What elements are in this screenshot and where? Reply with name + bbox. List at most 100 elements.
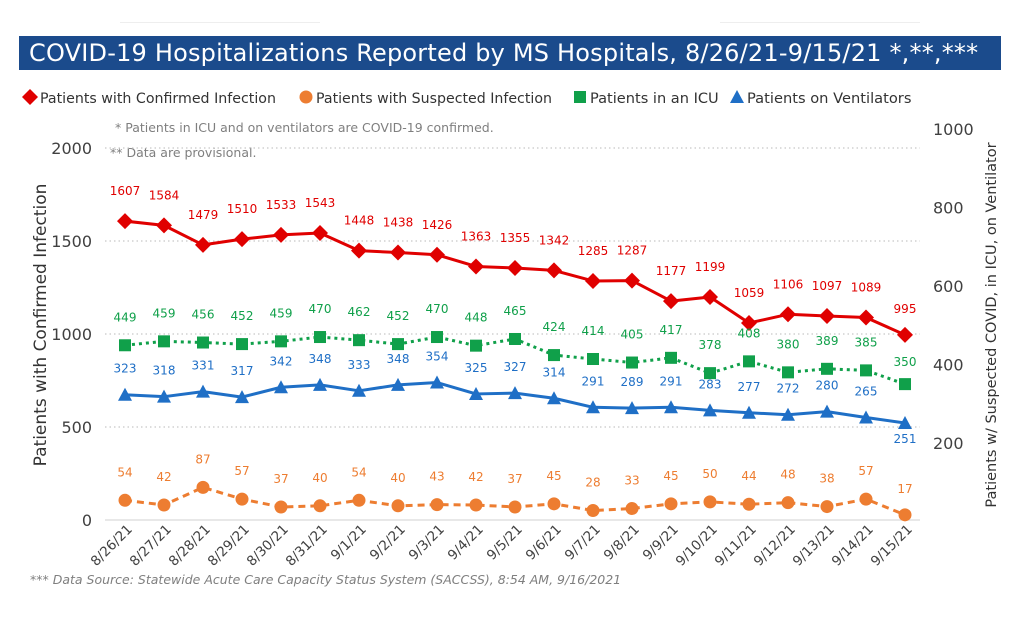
data-point bbox=[742, 497, 756, 511]
data-label: 1285 bbox=[578, 244, 609, 258]
data-point bbox=[859, 410, 873, 424]
x-tick-label: 9/1/21 bbox=[328, 522, 370, 564]
data-point bbox=[899, 378, 911, 391]
series-triangle bbox=[118, 375, 912, 429]
data-label: 452 bbox=[387, 309, 410, 323]
x-tick-label: 9/6/21 bbox=[523, 522, 565, 564]
series-square bbox=[119, 331, 911, 391]
data-point bbox=[587, 353, 599, 366]
data-point bbox=[469, 498, 483, 512]
data-label: 995 bbox=[894, 302, 917, 316]
x-tick-label: 9/11/21 bbox=[712, 522, 760, 570]
data-point bbox=[196, 384, 210, 398]
y-right-tick-label: 200 bbox=[933, 434, 964, 453]
data-label: 417 bbox=[660, 323, 683, 337]
data-label: 1510 bbox=[227, 202, 258, 216]
data-label: 459 bbox=[270, 306, 293, 320]
data-point bbox=[351, 242, 367, 259]
data-label: 37 bbox=[273, 472, 288, 486]
data-point bbox=[820, 404, 834, 418]
data-point bbox=[353, 334, 365, 347]
data-labels: 1607 1584 1479 1510 1533 1543 1448 1438 1426 1363… bbox=[110, 184, 917, 496]
data-label: 318 bbox=[153, 364, 176, 378]
x-tick-label: 8/26/21 bbox=[88, 522, 136, 570]
data-label: 17 bbox=[897, 482, 912, 496]
y-right-axis-title: Patients w/ Suspected COVID, in ICU, on … bbox=[984, 142, 1000, 507]
data-label: 1287 bbox=[617, 244, 648, 258]
data-label: 42 bbox=[468, 470, 483, 484]
data-point bbox=[741, 315, 757, 332]
x-tick-label: 9/5/21 bbox=[484, 522, 526, 564]
data-point bbox=[275, 335, 287, 348]
data-label: 333 bbox=[348, 358, 371, 372]
data-label: 449 bbox=[114, 310, 137, 324]
data-point bbox=[508, 386, 522, 400]
data-label: 44 bbox=[741, 469, 756, 483]
data-point bbox=[703, 403, 717, 417]
data-point bbox=[273, 226, 289, 243]
data-point bbox=[274, 380, 288, 394]
data-point bbox=[469, 386, 483, 400]
x-tick-label: 9/3/21 bbox=[406, 522, 448, 564]
data-point bbox=[742, 405, 756, 419]
legend-label: Patients in an ICU bbox=[590, 91, 719, 107]
data-point bbox=[431, 331, 443, 344]
data-point bbox=[546, 262, 562, 279]
legend-label: Patients on Ventilators bbox=[747, 91, 911, 107]
data-point bbox=[743, 355, 755, 368]
data-point bbox=[860, 364, 872, 377]
data-point bbox=[390, 244, 406, 261]
data-label: 280 bbox=[816, 379, 839, 393]
x-tick-label: 9/7/21 bbox=[562, 522, 604, 564]
data-point bbox=[391, 499, 405, 513]
data-point bbox=[574, 91, 586, 103]
top-rule-left bbox=[120, 22, 320, 23]
data-point bbox=[859, 492, 873, 506]
data-point bbox=[157, 389, 171, 403]
x-tick-label: 9/15/21 bbox=[868, 522, 916, 570]
data-label: 385 bbox=[855, 335, 878, 349]
x-tick-label: 9/12/21 bbox=[751, 522, 799, 570]
data-label: 1106 bbox=[773, 277, 804, 291]
data-point bbox=[625, 502, 639, 516]
x-tick-label: 8/29/21 bbox=[205, 522, 253, 570]
data-point bbox=[897, 326, 913, 343]
data-label: 470 bbox=[309, 302, 332, 316]
data-label: 43 bbox=[429, 470, 444, 484]
data-point bbox=[235, 390, 249, 404]
legend-item: Patients on Ventilators bbox=[730, 90, 911, 107]
data-label: 452 bbox=[231, 309, 254, 323]
legend-item: Patients with Suspected Infection bbox=[299, 90, 552, 107]
data-label: 54 bbox=[117, 465, 132, 479]
data-point bbox=[392, 338, 404, 351]
series-circle bbox=[118, 480, 912, 522]
data-label: 57 bbox=[234, 464, 249, 478]
y-left-tick-label: 2000 bbox=[51, 139, 92, 158]
data-point bbox=[663, 293, 679, 310]
data-label: 314 bbox=[543, 365, 566, 379]
data-point bbox=[197, 336, 209, 349]
data-label: 42 bbox=[156, 470, 171, 484]
chart-note: * Patients in ICU and on ventilators are… bbox=[115, 120, 494, 135]
data-point bbox=[119, 339, 131, 352]
data-point bbox=[157, 498, 171, 512]
data-label: 1584 bbox=[149, 188, 180, 202]
data-point bbox=[625, 401, 639, 415]
data-label: 1355 bbox=[500, 231, 531, 245]
data-label: 1607 bbox=[110, 184, 141, 198]
data-point bbox=[158, 335, 170, 348]
data-point bbox=[898, 415, 912, 429]
data-point bbox=[548, 349, 560, 362]
x-tick-label: 9/4/21 bbox=[445, 522, 487, 564]
legend-item: Patients in an ICU bbox=[574, 91, 719, 107]
chart-title: COVID-19 Hospitalizations Reported by MS… bbox=[29, 39, 979, 67]
data-label: 456 bbox=[192, 308, 215, 322]
data-label: 40 bbox=[390, 471, 405, 485]
data-label: 283 bbox=[699, 377, 722, 391]
data-point bbox=[470, 339, 482, 352]
data-label: 378 bbox=[699, 338, 722, 352]
chart-area: Patients with Confirmed Infection Patient… bbox=[22, 89, 1000, 570]
data-point bbox=[234, 231, 250, 248]
data-point bbox=[352, 383, 366, 397]
data-label: 1426 bbox=[422, 218, 453, 232]
